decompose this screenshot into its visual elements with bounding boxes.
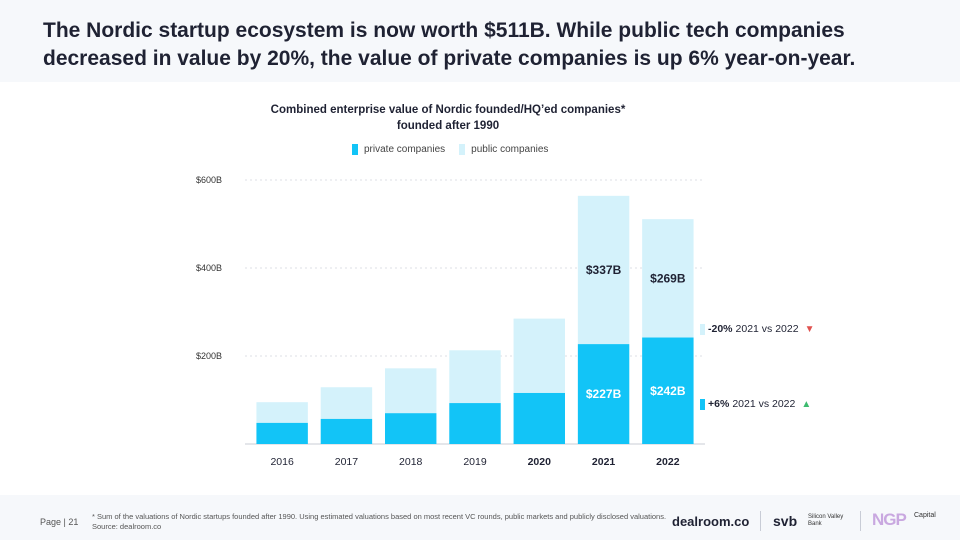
private-change-annotation: +6% 2021 vs 2022 ▲ [700,398,811,410]
legend-item-private: private companies [352,143,446,155]
chart-legend: private companies public companies [352,142,562,156]
y-tick-label: $400B [196,263,222,273]
x-tick-label: 2017 [335,456,359,468]
page-number: Page | 21 [40,517,79,527]
bar-segment-public [513,318,565,393]
x-tick-label: 2022 [656,456,680,468]
annotation-public-swatch [700,323,705,335]
chart-title: Combined enterprise value of Nordic foun… [200,102,696,134]
dealroom-logo: dealroom.co [672,514,750,529]
legend-swatch-private [352,143,358,155]
legend-label-public: public companies [471,143,549,155]
public-change-period: 2021 vs 2022 [735,323,799,335]
x-tick-label: 2019 [463,456,487,468]
legend-item-public: public companies [459,143,549,155]
bar-segment-public [642,219,694,338]
x-tick-label: 2016 [270,456,294,468]
x-tick-label: 2018 [399,456,423,468]
data-label-private: $227B [586,387,622,401]
legend-label-private: private companies [364,143,446,155]
bar-segment-private [449,403,501,444]
triangle-up-icon: ▲ [801,398,812,410]
private-change-period: 2021 vs 2022 [732,398,796,410]
x-tick-label: 2020 [528,456,552,468]
logo-divider [860,511,861,531]
bar-segment-private [513,392,565,444]
stacked-bar-chart: $200B $400B $600B 2016 2017 2018 2019 2020 $227B… [196,175,705,468]
y-tick-label: $600B [196,175,222,185]
bar-segment-private [385,413,437,444]
bar-segment-private [320,418,373,444]
x-tick-label: 2021 [592,456,616,468]
bar-segment-public [449,350,501,404]
footnote: * Sum of the valuations of Nordic startu… [92,512,682,532]
chart-title-line-1: Combined enterprise value of Nordic foun… [270,104,626,116]
y-tick-label: $200B [196,351,222,361]
data-label-private: $242B [650,384,686,398]
bar-segment-private [256,422,308,444]
footnote-definition: * Sum of the valuations of Nordic startu… [92,512,667,521]
logo-divider [760,511,761,531]
bar-segment-private [577,344,630,444]
bar-segment-public [320,387,373,419]
public-change-annotation: -20% 2021 vs 2022 ▼ [700,323,814,335]
bar-segment-private [642,337,694,444]
bar-segment-public [577,195,630,345]
private-change-value: +6% [708,398,730,410]
footnote-source: Source: dealroom.co [92,522,162,531]
chart-title-line-2: founded after 1990 [396,120,500,132]
page-headline: The Nordic startup ecosystem is now wort… [43,19,856,70]
bar-segment-public [256,402,308,423]
ngp-logo-subtitle: Capital [914,512,936,519]
header-band [0,0,960,82]
svb-logo-subtitle: Silicon Valley Bank [808,514,844,527]
data-label-public: $269B [650,271,686,285]
annotation-private-swatch [700,398,705,410]
ngp-logo: NGP [872,510,907,529]
public-change-value: -20% [708,323,733,335]
triangle-down-icon: ▼ [804,323,815,335]
svb-logo: svb [773,513,798,529]
bar-segment-public [385,368,437,414]
footer-band [0,495,960,540]
legend-swatch-public [459,143,466,155]
data-label-public: $337B [586,263,622,277]
